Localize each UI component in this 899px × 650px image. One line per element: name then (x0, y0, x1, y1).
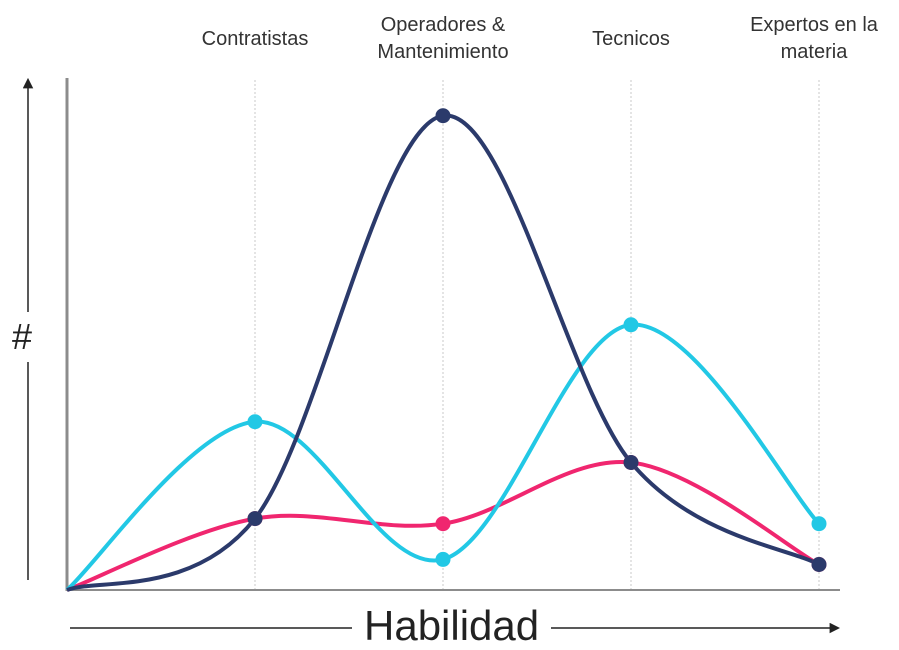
point (623, 317, 639, 333)
point (811, 516, 827, 532)
category-label: Expertos en la materia (750, 14, 878, 63)
category-label: Contratistas (201, 27, 309, 50)
point (623, 455, 639, 470)
category-label: Operadores & Mantenimiento (377, 14, 509, 63)
point (247, 414, 263, 430)
y-axis-label: # (12, 312, 33, 362)
point (247, 511, 263, 527)
point (435, 551, 451, 567)
x-axis-label: Habilidad (352, 602, 552, 650)
point (811, 557, 827, 572)
category-label: Tecnicos (592, 27, 670, 50)
point (435, 108, 451, 124)
point (435, 516, 451, 532)
